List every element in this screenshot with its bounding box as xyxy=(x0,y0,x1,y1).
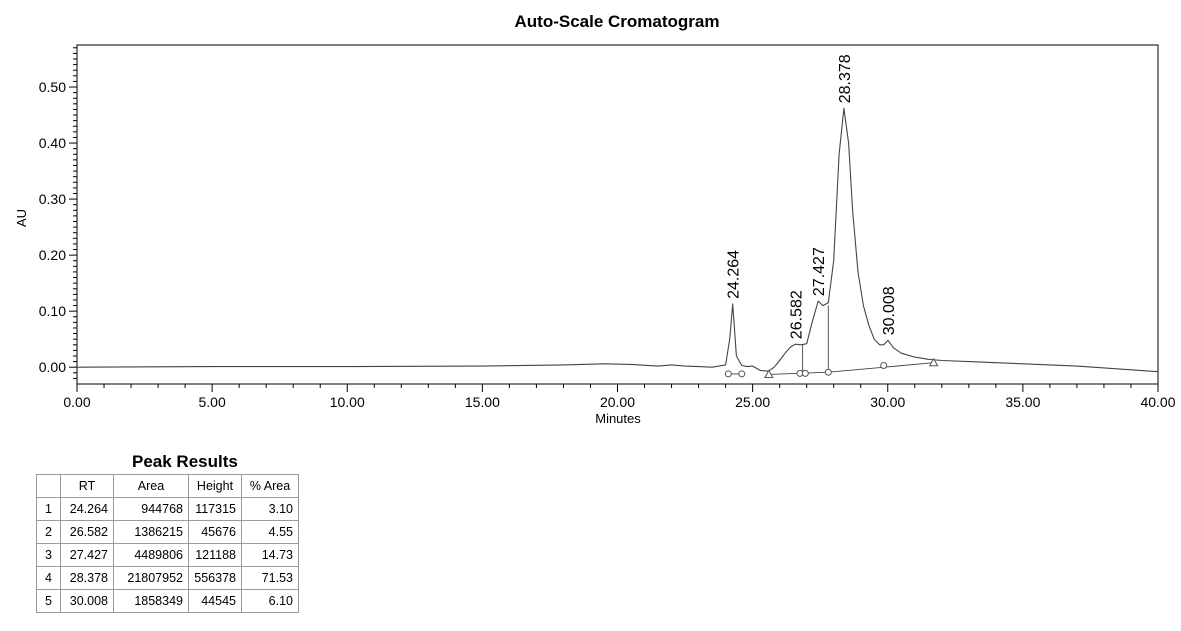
cell-rt: 24.264 xyxy=(60,497,114,521)
cell-area: 4489806 xyxy=(113,543,189,567)
y-tick-label: 0.50 xyxy=(39,79,66,95)
peak-label: 28.378 xyxy=(837,54,854,103)
plot-frame xyxy=(76,44,1159,385)
y-axis-label: AU xyxy=(14,209,29,227)
baseline-marker xyxy=(763,369,774,378)
peak-boundary-marker xyxy=(724,370,732,378)
chromatogram-chart: Auto-Scale Cromatogram AU Minutes 0.00 5.… xyxy=(14,12,1176,426)
cell-rt: 30.008 xyxy=(60,589,114,613)
peak-label: 24.264 xyxy=(726,250,743,299)
x-tick-label: 30.00 xyxy=(870,394,905,410)
peak-boundary-marker xyxy=(801,369,809,377)
cell-area: 1386215 xyxy=(113,520,189,544)
cell-rt: 27.427 xyxy=(60,543,114,567)
y-tick-label: 0.20 xyxy=(39,247,66,263)
chart-title: Auto-Scale Cromatogram xyxy=(515,12,720,31)
y-tick-label: 0.10 xyxy=(39,303,66,319)
cell-percent-area: 6.10 xyxy=(241,589,299,613)
column-header-area: Area xyxy=(113,474,189,498)
peak-results-table: RT Area Height % Area 1 24.264 944768 11… xyxy=(36,474,299,613)
y-tick-label: 0.00 xyxy=(39,359,66,375)
chromatogram-trace xyxy=(76,107,1159,373)
cell-area: 944768 xyxy=(113,497,189,521)
x-axis-label: Minutes xyxy=(595,411,641,426)
x-tick-label: 5.00 xyxy=(199,394,226,410)
cell-height: 556378 xyxy=(188,566,242,590)
cell-rt: 26.582 xyxy=(60,520,114,544)
table-row: 5 30.008 1858349 44545 6.10 xyxy=(36,589,299,613)
x-tick-label: 35.00 xyxy=(1005,394,1040,410)
cell-percent-area: 71.53 xyxy=(241,566,299,590)
peak-boundary-marker xyxy=(880,362,888,370)
x-tick-label: 0.00 xyxy=(63,394,90,410)
cell-index: 2 xyxy=(36,520,61,544)
cell-height: 117315 xyxy=(188,497,242,521)
x-tick-label: 40.00 xyxy=(1140,394,1175,410)
cell-percent-area: 4.55 xyxy=(241,520,299,544)
x-tick-label: 25.00 xyxy=(735,394,770,410)
cell-percent-area: 14.73 xyxy=(241,543,299,567)
cell-rt: 28.378 xyxy=(60,566,114,590)
cell-height: 44545 xyxy=(188,589,242,613)
table-header-row: RT Area Height % Area xyxy=(36,474,299,498)
cell-height: 45676 xyxy=(188,520,242,544)
x-tick-label: 20.00 xyxy=(600,394,635,410)
cell-percent-area: 3.10 xyxy=(241,497,299,521)
table-row: 2 26.582 1386215 45676 4.55 xyxy=(36,520,299,544)
peak-boundary-marker xyxy=(738,370,746,378)
table-row: 4 28.378 21807952 556378 71.53 xyxy=(36,566,299,590)
cell-index: 4 xyxy=(36,566,61,590)
column-header-height: Height xyxy=(188,474,242,498)
column-header-index xyxy=(36,474,61,498)
cell-index: 5 xyxy=(36,589,61,613)
y-tick-label: 0.30 xyxy=(39,191,66,207)
baseline-marker xyxy=(928,357,939,367)
x-tick-label: 10.00 xyxy=(330,394,365,410)
peak-label: 30.008 xyxy=(881,286,898,335)
cell-height: 121188 xyxy=(188,543,242,567)
peak-results-title: Peak Results xyxy=(132,452,238,471)
column-header-rt: RT xyxy=(60,474,114,498)
cell-index: 3 xyxy=(36,543,61,567)
cell-index: 1 xyxy=(36,497,61,521)
cell-area: 1858349 xyxy=(113,589,189,613)
peak-label: 26.582 xyxy=(788,290,805,339)
column-header-percent-area: % Area xyxy=(241,474,299,498)
x-tick-label: 15.00 xyxy=(465,394,500,410)
y-tick-label: 0.40 xyxy=(39,135,66,151)
peak-label: 27.427 xyxy=(811,247,828,296)
table-row: 3 27.427 4489806 121188 14.73 xyxy=(36,543,299,567)
cell-area: 21807952 xyxy=(113,566,189,590)
peak-boundary-marker xyxy=(824,368,832,376)
table-row: 1 24.264 944768 117315 3.10 xyxy=(36,497,299,521)
